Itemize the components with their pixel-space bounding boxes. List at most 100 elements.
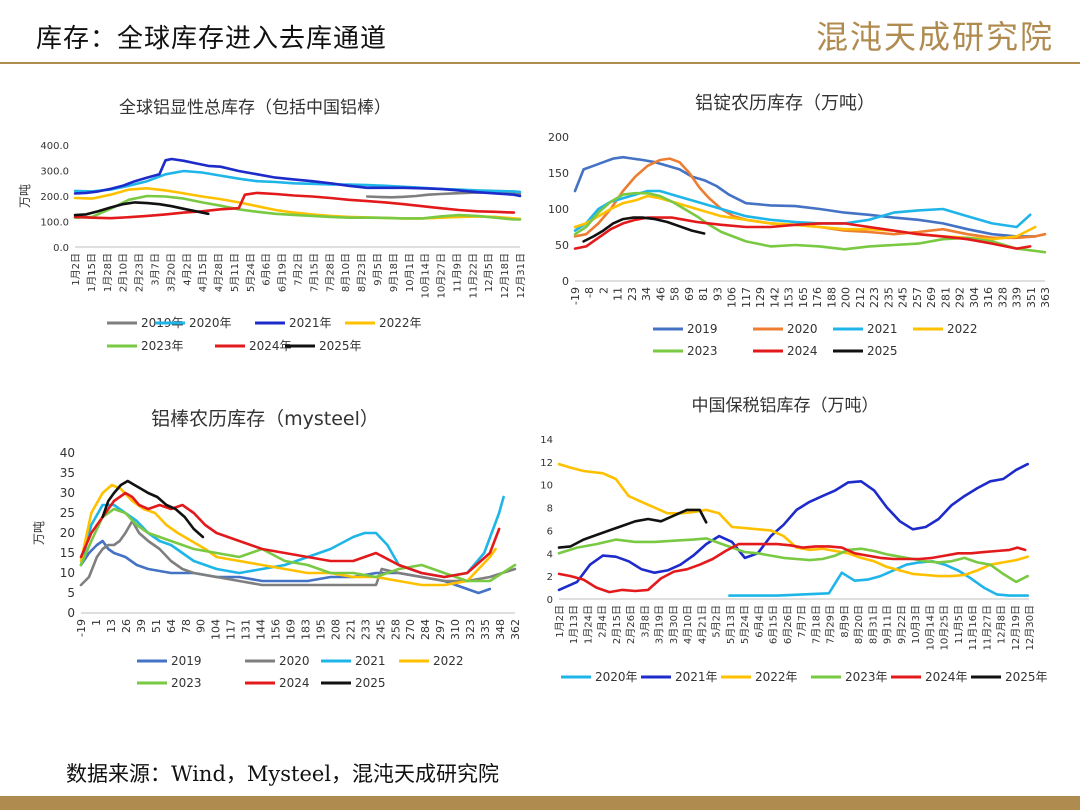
x-tick-label: 11月5日 [953,605,965,644]
series-line-2024年 [557,542,1027,594]
legend-label-2024: 2024 [787,344,818,358]
x-tick-label: 2 [597,287,610,294]
x-tick-label: 12月30日 [1024,605,1036,650]
x-tick-label: 233 [359,619,372,640]
y-tick-label: 35 [60,466,75,480]
series-line-2020年 [728,560,1030,597]
x-tick-label: 8月10日 [340,253,352,292]
legend-label-2021: 2021 [867,322,898,336]
x-tick-label: 11 [612,287,625,301]
x-tick-label: 7月18日 [810,605,822,644]
x-tick-label: 7月29日 [825,605,837,644]
legend-label-2020年: 2020年 [595,670,638,684]
x-tick-label: 78 [180,619,193,633]
y-tick-label: 30 [60,486,75,500]
x-tick-label: 64 [165,619,178,633]
y-tick-label: 50 [555,239,569,252]
x-tick-label: 12月19日 [1010,605,1022,650]
x-tick-label: 1月28日 [102,253,114,292]
x-tick-label: 4月28日 [213,253,225,292]
x-tick-label: 3月30日 [668,605,680,644]
x-tick-label: 8月23日 [356,253,368,292]
x-tick-label: 153 [783,287,796,308]
x-tick-label: 10月14日 [420,253,432,298]
x-tick-label: 183 [299,619,312,640]
x-tick-label: 245 [374,619,387,640]
y-tick-label: 6 [547,526,553,537]
x-tick-label: 8月31日 [867,605,879,644]
y-tick-label: 200 [548,131,569,144]
x-tick-label: 223 [868,287,881,308]
y-tick-label: 300.0 [40,167,69,178]
x-tick-label: 3月7日 [149,253,161,286]
x-tick-label: 11月22日 [467,253,479,298]
x-tick-label: 12月31日 [515,253,527,298]
x-tick-label: 6月6日 [261,253,273,286]
y-tick-label: 150 [548,167,569,180]
legend-label-2024年: 2024年 [249,339,292,353]
series-line-2020 [79,519,517,587]
x-tick-label: 1月24日 [582,605,594,644]
y-tick-label: 0 [67,606,75,620]
x-tick-label: 351 [1025,287,1038,308]
x-tick-label: 200 [840,287,853,308]
y-tick-label: 5 [67,586,75,600]
x-tick-label: 3月8日 [639,605,651,638]
x-tick-label: 2月26日 [625,605,637,644]
x-tick-label: 5月2日 [711,605,723,638]
x-tick-label: 328 [996,287,1009,308]
x-tick-label: 176 [811,287,824,308]
x-tick-label: 245 [897,287,910,308]
x-tick-label: -19 [569,287,582,305]
x-tick-label: 6月19日 [277,253,289,292]
legend-label-2021年: 2021年 [289,316,332,330]
x-tick-label: -19 [75,619,88,637]
header-divider [0,62,1080,64]
legend-label-2021: 2021 [355,654,386,668]
x-tick-label: 4月2日 [181,253,193,286]
series-line-2024 [79,491,501,579]
data-source-note: 数据来源：Wind，Mysteel，混沌天成研究院 [66,762,500,786]
y-tick-label: 20 [60,526,75,540]
x-tick-label: 144 [255,619,268,640]
x-tick-label: 188 [825,287,838,308]
y-tick-label: 25 [60,506,75,520]
x-tick-label: 12月5日 [483,253,495,292]
x-tick-label: 169 [285,619,298,640]
y-tick-label: 400.0 [40,141,69,152]
x-tick-label: 117 [740,287,753,308]
y-tick-label: 40 [60,446,75,460]
x-tick-label: 257 [911,287,924,308]
x-tick-label: 348 [494,619,507,640]
x-tick-label: 39 [135,619,148,633]
x-tick-label: 339 [1011,287,1024,308]
x-tick-label: 58 [669,287,682,301]
y-tick-label: 15 [60,546,75,560]
x-tick-label: 4月21日 [696,605,708,644]
series-line-2023 [573,191,1047,254]
series-line-2025 [101,479,205,539]
x-tick-label: -8 [583,287,596,298]
legend-label-2023年: 2023年 [845,670,888,684]
y-tick-label: 0 [547,595,553,606]
legend-label-2019: 2019 [687,322,718,336]
x-tick-label: 129 [754,287,767,308]
x-tick-label: 12月8日 [996,605,1008,644]
y-tick-label: 200.0 [40,192,69,203]
series-line-2025年 [73,201,210,217]
x-tick-label: 335 [479,619,492,640]
x-tick-label: 8月9日 [839,605,851,638]
series-line-2025年 [557,508,708,549]
series-line-2023年 [557,537,1030,584]
x-tick-label: 26 [120,619,133,633]
x-tick-label: 363 [1039,287,1052,308]
x-tick-label: 7月15日 [308,253,320,292]
x-tick-label: 4月10日 [682,605,694,644]
legend-label-2023: 2023 [171,676,202,690]
footer-bar [0,796,1080,810]
x-tick-label: 90 [195,619,208,633]
legend-label-2020: 2020 [787,322,818,336]
brand-logo: 混沌天成研究院 [815,18,1054,56]
legend-label-2025: 2025 [867,344,898,358]
series-line-2019 [573,155,1037,238]
